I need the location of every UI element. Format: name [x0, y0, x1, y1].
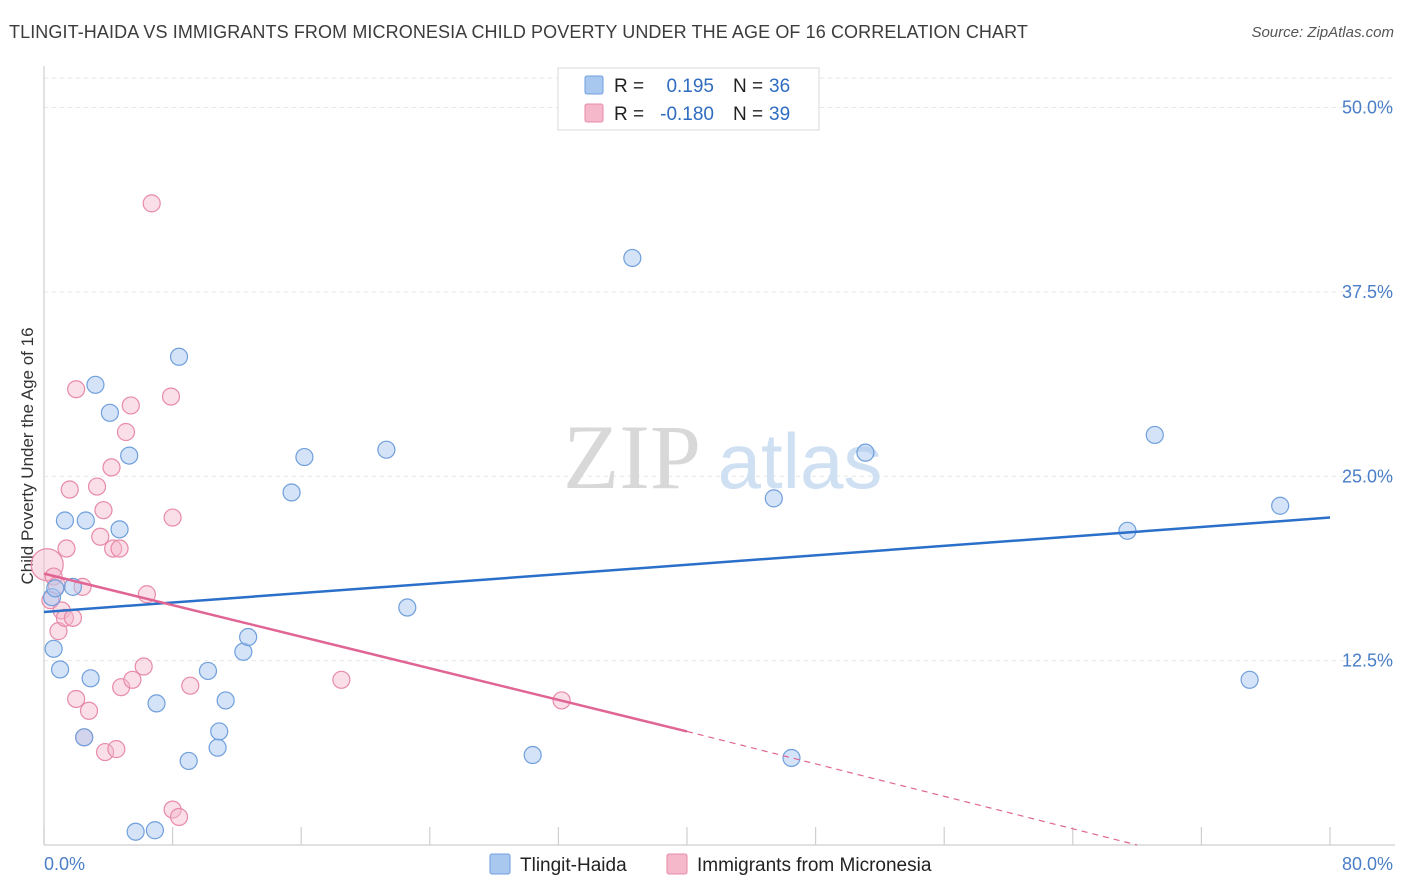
legend-swatch-tlingit [584, 75, 604, 95]
correlation-legend: R = 0.195 N = 36 R = -0.180 N = 39 [557, 67, 820, 131]
micronesia-point [169, 807, 189, 827]
legend-swatch-micronesia [666, 853, 688, 875]
legend-swatch-tlingit [489, 853, 511, 875]
micronesia-point [67, 380, 86, 399]
source-label: Source: ZipAtlas.com [1251, 24, 1394, 41]
y-tick-labels: 12.5% 25.0% 37.5% 50.0% [1342, 98, 1393, 671]
series-tlingit-points [42, 248, 1290, 841]
tlingit-point [145, 821, 165, 840]
trend-line-tlingit [43, 516, 1331, 614]
tlingit-point [782, 748, 801, 768]
micronesia-point [163, 800, 182, 819]
tlingit-point [100, 403, 120, 422]
y-tick-label: 50.0% [1342, 98, 1393, 118]
tlingit-point [1240, 670, 1259, 689]
tlingit-point [623, 248, 642, 268]
micronesia-point [161, 387, 181, 406]
micronesia-point [142, 194, 161, 213]
chart-title: TLINGIT-HAIDA VS IMMIGRANTS FROM MICRONE… [9, 22, 1028, 42]
micronesia-point [63, 608, 83, 627]
tlingit-point [198, 661, 218, 681]
trend-line-micronesia-extension [686, 730, 1138, 846]
micronesia-point [57, 539, 76, 558]
tlingit-point [295, 447, 314, 467]
watermark-atlas: atlas [718, 417, 883, 505]
legend-n-label: N = [733, 76, 763, 97]
micronesia-point [163, 508, 182, 527]
tlingit-point [147, 694, 166, 713]
tlingit-point [46, 579, 65, 598]
micronesia-point [30, 548, 64, 582]
y-tick-label: 12.5% [1342, 651, 1393, 671]
tlingit-point [75, 728, 94, 747]
tlingit-point [179, 751, 198, 771]
tlingit-point [44, 639, 63, 658]
micronesia-point [110, 539, 129, 558]
tlingit-point [398, 598, 417, 617]
watermark: ZIP atlas [563, 406, 882, 508]
y-tick-label: 37.5% [1342, 282, 1393, 302]
legend-r-value: -0.180 [660, 104, 714, 125]
tlingit-point [55, 511, 74, 530]
tlingit-point [1271, 496, 1290, 515]
tlingit-point [86, 375, 105, 394]
micronesia-point [123, 670, 142, 689]
tlingit-point [523, 745, 542, 765]
x-tick-label-min: 0.0% [44, 854, 85, 874]
tlingit-point [856, 443, 875, 462]
tlingit-point [208, 738, 227, 757]
micronesia-point [102, 458, 121, 477]
grid-lines [44, 77, 1395, 662]
watermark-zip: ZIP [563, 406, 701, 508]
micronesia-point [87, 477, 107, 496]
micronesia-point [332, 670, 351, 689]
micronesia-point [60, 480, 79, 499]
tlingit-point [210, 722, 229, 741]
series-micronesia-points [30, 194, 571, 827]
legend-series-tlingit: Tlingit-Haida [520, 855, 627, 876]
micronesia-point [79, 701, 99, 720]
micronesia-point [91, 527, 110, 546]
tlingit-point [764, 489, 783, 508]
tlingit-point [50, 660, 70, 679]
tlingit-point [1145, 425, 1164, 445]
micronesia-point [116, 422, 136, 442]
x-tick-label-max: 80.0% [1342, 854, 1393, 874]
micronesia-point [67, 689, 86, 709]
tlingit-point [216, 691, 235, 710]
micronesia-point [121, 396, 140, 415]
tlingit-point [282, 483, 301, 502]
axes [43, 66, 1395, 846]
legend-n-label: N = [733, 104, 763, 125]
tlingit-point [110, 520, 129, 539]
tlingit-point [126, 822, 145, 841]
tlingit-point [169, 347, 189, 366]
x-tick-labels: 0.0% 80.0% [44, 854, 1393, 874]
legend-r-label: R = [614, 76, 644, 97]
trend-lines [43, 516, 1331, 846]
legend-r-label: R = [614, 104, 644, 125]
legend-r-value: 0.195 [666, 76, 714, 97]
micronesia-point [107, 740, 126, 759]
tlingit-point [239, 627, 258, 647]
micronesia-point [134, 657, 153, 676]
trend-line-micronesia [43, 572, 688, 733]
y-tick-label: 25.0% [1342, 466, 1393, 486]
tlingit-point [81, 669, 100, 688]
micronesia-point [94, 501, 113, 520]
micronesia-point [95, 742, 115, 762]
micronesia-point [112, 678, 131, 697]
legend-n-value: 39 [769, 104, 790, 125]
tlingit-point [76, 511, 95, 530]
micronesia-point [181, 676, 200, 695]
legend-swatch-micronesia [584, 103, 604, 123]
tlingit-point [377, 440, 396, 459]
micronesia-point [104, 539, 123, 558]
legend-series-micronesia: Immigrants from Micronesia [697, 855, 932, 876]
series-legend: Tlingit-Haida Immigrants from Micronesia [489, 853, 932, 876]
tlingit-point [120, 446, 139, 465]
legend-n-value: 36 [769, 76, 790, 97]
